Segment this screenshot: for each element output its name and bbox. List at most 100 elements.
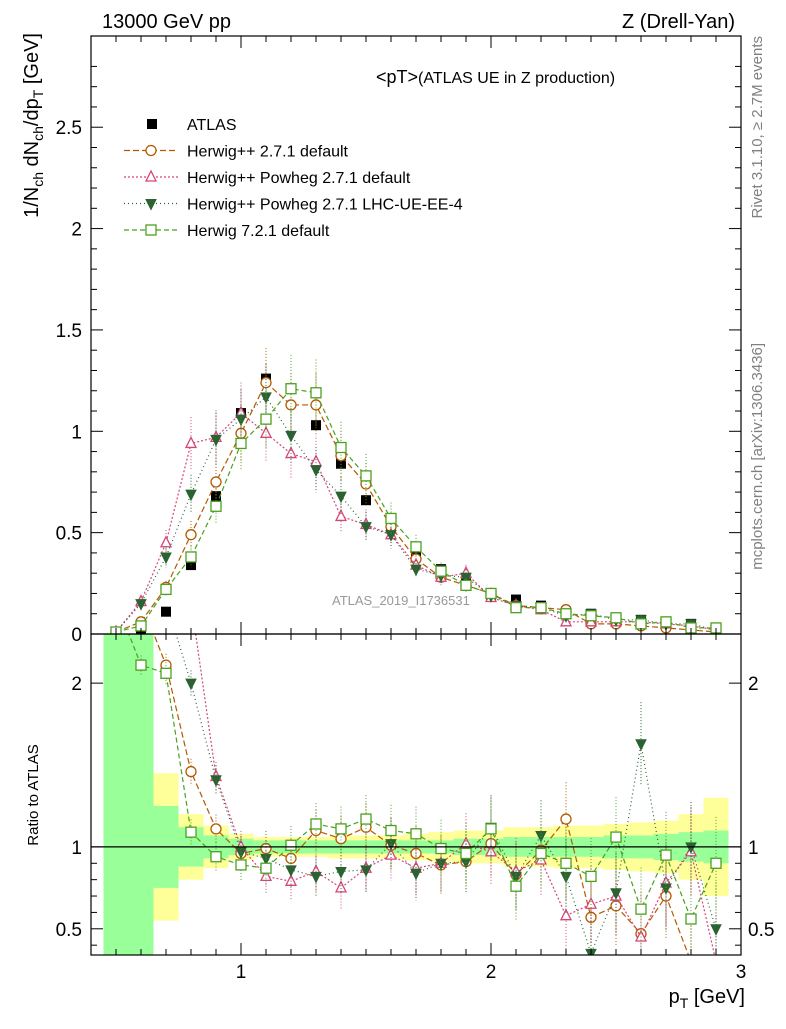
y-tick-label-main: 0.5: [56, 524, 82, 545]
y-tick-label-main: 0: [71, 625, 82, 646]
mc-point-3: [310, 465, 322, 477]
band-green-bin: [103, 634, 129, 955]
ratio-point-4: [111, 596, 121, 606]
mc-point-2: [284, 446, 298, 459]
ratio-point-2: [186, 595, 196, 605]
mc-point-3: [235, 414, 247, 427]
y-tick-label-main: 1: [71, 422, 82, 443]
ratio-point-2: [584, 896, 598, 909]
legend-label: Herwig++ Powheg 2.7.1 LHC-UE-EE-4: [187, 197, 463, 214]
ratio-point-3: [111, 597, 121, 607]
mc-point-3: [335, 491, 347, 504]
main-plot: [110, 347, 722, 634]
y-tick-label-main: 2: [71, 220, 82, 241]
mc-point-4: [210, 500, 222, 512]
mc-point-4: [385, 512, 397, 525]
mc-point-4: [485, 587, 497, 600]
legend-marker: [144, 169, 158, 182]
y-axis-label-ratio: Ratio to ATLAS: [25, 744, 42, 845]
ratio-point-2: [111, 595, 121, 605]
ratio-point-3: [410, 868, 422, 881]
ratio-point-4: [160, 667, 172, 679]
ratio-point-4: [610, 831, 622, 843]
ratio-point-2: [715, 954, 717, 955]
mc-point-4: [510, 601, 522, 614]
ratio-point-4: [410, 828, 422, 840]
mc-point-3: [135, 599, 147, 611]
legend-label: Herwig 7.2.1 default: [187, 223, 330, 240]
mc-point-3: [410, 564, 422, 577]
x-tick-label: 1: [236, 962, 247, 983]
ratio-uncertainty-bands: [103, 634, 729, 955]
ratio-line-3: [175, 634, 717, 955]
ratio-point-4: [585, 870, 597, 883]
mc-point-4: [660, 616, 672, 628]
plot-subtitle: (ATLAS UE in Z production): [418, 70, 615, 87]
mc-point-4: [235, 437, 247, 450]
ratio-point-4: [535, 847, 547, 860]
analysis-watermark: ATLAS_2019_I1736531: [332, 593, 470, 608]
atlas-data-point: [211, 491, 221, 502]
ratio-point-4: [635, 903, 647, 915]
y-tick-label-ratio-right: 0.5: [748, 920, 774, 941]
legend-label: Herwig++ Powheg 2.7.1 default: [187, 170, 411, 187]
ratio-point-1: [335, 833, 347, 845]
legend-marker: [145, 199, 157, 211]
ratio-line-2: [195, 634, 716, 955]
ratio-point-3: [285, 865, 297, 877]
legend-entry: Herwig++ 2.7.1 default: [124, 144, 349, 161]
ratio-point-3: [335, 866, 347, 879]
ratio-point-1: [686, 957, 696, 967]
ratio-point-4: [360, 813, 372, 825]
mc-point-2: [184, 435, 198, 449]
mc-point-4: [460, 579, 472, 591]
ratio-point-2: [284, 873, 298, 886]
atlas-data-point: [336, 458, 346, 469]
legend-marker-atlas: [147, 119, 157, 129]
ratio-point-4: [385, 824, 397, 837]
ratio-point-3: [185, 678, 197, 691]
ratio-series-layer: [111, 595, 722, 967]
mc-point-1: [185, 529, 197, 541]
ratio-point-4: [560, 857, 572, 869]
atlas-data-point: [161, 606, 171, 617]
mc-point-2: [159, 535, 173, 548]
mc-point-4: [585, 610, 597, 622]
mc-point-4: [335, 441, 347, 454]
y-axis-label-main: 1/Nch dNch/dpT [GeV]: [21, 33, 46, 218]
ratio-plot: [91, 595, 741, 967]
mc-point-4: [435, 565, 447, 577]
mc-point-4: [260, 413, 272, 425]
ratio-point-3: [360, 865, 372, 877]
mc-point-4: [285, 383, 297, 395]
band-green-bin: [128, 634, 154, 955]
y-tick-label-ratio-right: 1: [748, 838, 759, 859]
mcplots-label: mcplots.cern.ch [arXiv:1306.3436]: [749, 343, 766, 570]
ratio-point-4: [185, 826, 197, 838]
ratio-point-3: [685, 842, 697, 855]
y-tick-label-ratio-right: 2: [748, 674, 759, 695]
ratio-point-2: [161, 595, 171, 605]
rivet-version-label: Rivet 3.1.10, ≥ 2.7M events: [749, 36, 766, 219]
x-tick-label: 3: [736, 962, 747, 983]
mc-point-3: [160, 552, 172, 565]
legend-entry: Herwig++ Powheg 2.7.1 default: [124, 169, 411, 187]
mc-point-1: [210, 476, 222, 488]
ratio-point-2: [334, 880, 348, 893]
ratio-point-4: [210, 851, 222, 863]
ratio-point-3: [660, 883, 672, 895]
legend-label: ATLAS: [187, 117, 237, 134]
axes: 1 2 3 0 0.5 1 1.5 2 2.5 0.5 0.5 1 1 2 2: [56, 35, 774, 983]
legend-entry: ATLAS: [147, 117, 237, 134]
ratio-point-4: [285, 839, 297, 851]
ratio-point-4: [460, 847, 472, 860]
main-series-layer: [110, 347, 722, 634]
ratio-point-4: [660, 849, 672, 861]
ratio-point-4: [485, 823, 497, 835]
mc-point-4: [560, 608, 572, 620]
ratio-point-1: [210, 823, 222, 835]
mc-point-4: [635, 618, 647, 630]
ratio-point-2: [634, 929, 648, 942]
ratio-point-3: [210, 775, 222, 787]
